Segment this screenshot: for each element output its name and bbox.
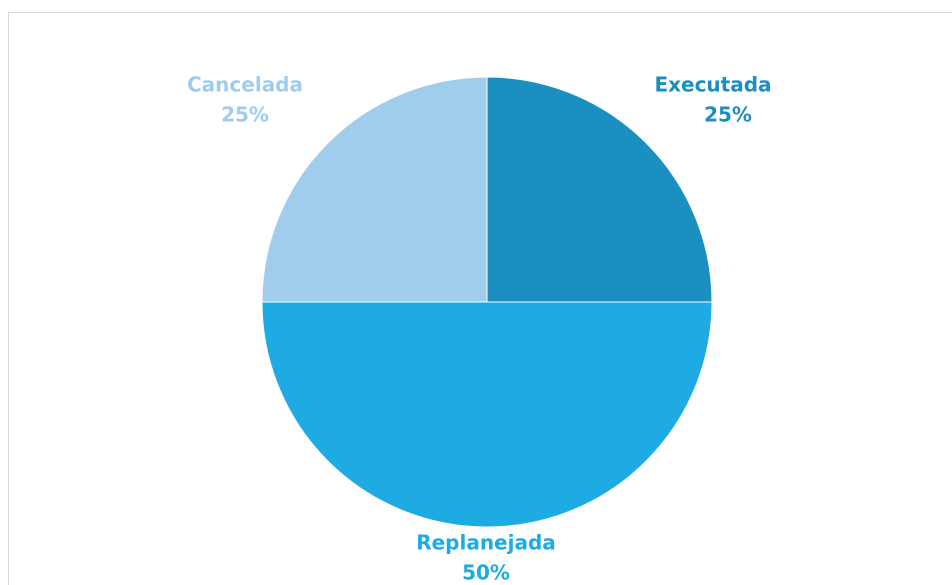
pie-slice [261, 76, 488, 303]
slice-label: Replanejada [416, 531, 556, 555]
slice-value: 25% [704, 103, 752, 127]
slice-value: 50% [462, 561, 510, 585]
pie-slice [261, 301, 713, 528]
slice-value: 25% [221, 103, 269, 127]
slice-label: Executada [654, 73, 771, 97]
slice-label: Cancelada [187, 73, 303, 97]
pie-slice [486, 76, 713, 303]
